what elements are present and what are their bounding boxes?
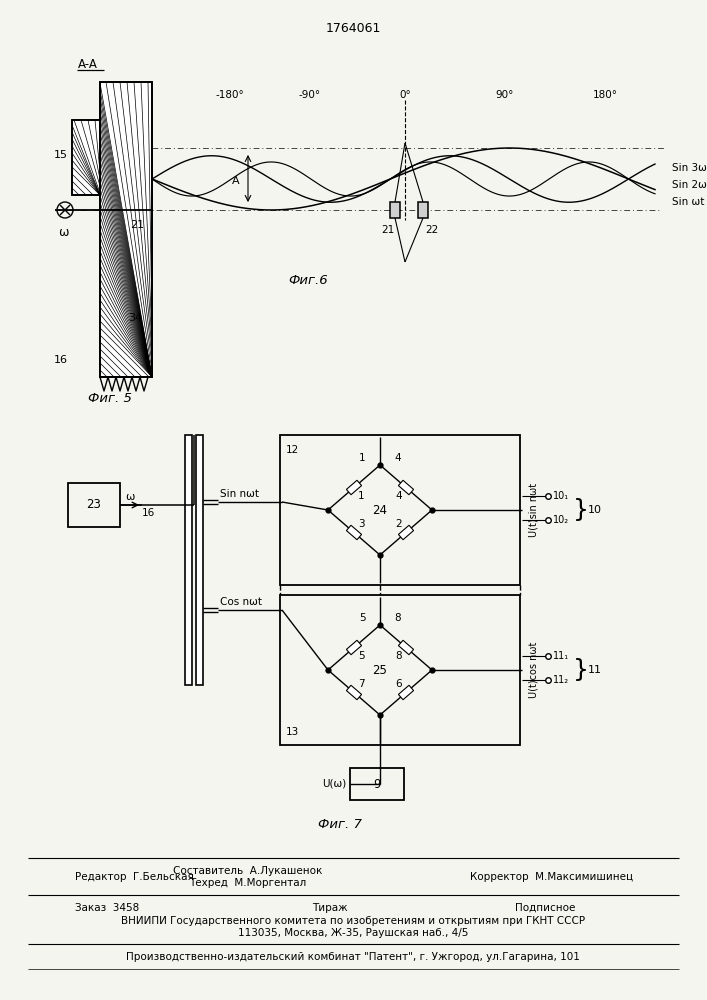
Polygon shape: [346, 480, 361, 495]
Text: 180°: 180°: [592, 90, 617, 100]
Polygon shape: [346, 640, 361, 655]
Text: 2: 2: [395, 519, 402, 529]
Bar: [72, 120, 100, 195]
Text: 34: 34: [128, 313, 142, 323]
Text: 10: 10: [588, 505, 602, 515]
Text: Фиг.6: Фиг.6: [288, 273, 328, 286]
Text: 12: 12: [286, 445, 299, 455]
Text: Sin 2ωt: Sin 2ωt: [672, 180, 707, 190]
Text: 10₂: 10₂: [553, 515, 569, 525]
Text: -90°: -90°: [299, 90, 321, 100]
Text: 11: 11: [588, 665, 602, 675]
Bar: [185, 435, 192, 685]
Bar: [418, 202, 428, 218]
Text: Заказ  3458: Заказ 3458: [75, 903, 139, 913]
Text: Производственно-издательский комбинат "Патент", г. Ужгород, ул.Гагарина, 101: Производственно-издательский комбинат "П…: [126, 952, 580, 962]
Text: ω: ω: [58, 226, 69, 238]
Text: 5: 5: [358, 613, 366, 623]
Text: 16: 16: [54, 355, 68, 365]
Text: A-A: A-A: [78, 58, 98, 72]
Text: 1: 1: [358, 453, 366, 463]
Text: Sin nωt: Sin nωt: [220, 489, 259, 499]
Text: Sin ωt: Sin ωt: [672, 197, 704, 207]
Polygon shape: [399, 640, 414, 655]
Text: 23: 23: [86, 498, 101, 512]
Text: Редактор  Г.Бельская: Редактор Г.Бельская: [75, 872, 194, 882]
Text: ВНИИПИ Государственного комитета по изобретениям и открытиям при ГКНТ СССР: ВНИИПИ Государственного комитета по изоб…: [121, 916, 585, 926]
Text: 0°: 0°: [399, 90, 411, 100]
Text: Техред  М.Моргентал: Техред М.Моргентал: [189, 878, 307, 888]
Bar: [350, 768, 404, 800]
Text: }: }: [573, 658, 589, 682]
Bar: [196, 435, 203, 685]
Text: 8: 8: [395, 651, 402, 661]
Text: A: A: [233, 176, 240, 186]
Text: Фиг. 7: Фиг. 7: [318, 818, 362, 832]
Text: }: }: [573, 498, 589, 522]
Text: 21: 21: [130, 220, 144, 230]
Polygon shape: [399, 480, 414, 495]
Text: -180°: -180°: [216, 90, 245, 100]
Text: Подписное: Подписное: [515, 903, 575, 913]
Text: 1764061: 1764061: [325, 21, 380, 34]
Text: 3: 3: [358, 519, 365, 529]
Text: 13: 13: [286, 727, 299, 737]
Text: 5: 5: [358, 651, 365, 661]
Text: U(ω): U(ω): [322, 779, 346, 789]
Text: 24: 24: [373, 504, 387, 516]
Polygon shape: [346, 685, 361, 700]
Text: 9: 9: [373, 778, 381, 790]
Bar: [100, 82, 152, 377]
Text: 113035, Москва, Ж-35, Раушская наб., 4/5: 113035, Москва, Ж-35, Раушская наб., 4/5: [238, 928, 468, 938]
Text: 16: 16: [141, 508, 155, 518]
Text: 21: 21: [381, 225, 395, 235]
Text: 8: 8: [395, 613, 402, 623]
Bar: [68, 483, 120, 527]
Bar: [280, 435, 520, 585]
Text: 90°: 90°: [496, 90, 514, 100]
Text: 11₂: 11₂: [553, 675, 569, 685]
Polygon shape: [399, 525, 414, 540]
Text: ω: ω: [125, 492, 135, 502]
Bar: [280, 595, 520, 745]
Text: 4: 4: [395, 491, 402, 501]
Text: 4: 4: [395, 453, 402, 463]
Text: 6: 6: [395, 679, 402, 689]
Text: 7: 7: [358, 679, 365, 689]
Text: U(t)sin nωt: U(t)sin nωt: [528, 483, 538, 537]
Text: Cos nωt: Cos nωt: [220, 597, 262, 607]
Text: 22: 22: [426, 225, 438, 235]
Polygon shape: [399, 685, 414, 700]
Text: Sin 3ωt: Sin 3ωt: [672, 163, 707, 173]
Text: 1: 1: [358, 491, 365, 501]
Bar: [100, 82, 152, 377]
Text: U(t)cos nωt: U(t)cos nωt: [528, 642, 538, 698]
Text: Корректор  М.Максимишинец: Корректор М.Максимишинец: [470, 872, 633, 882]
Bar: [390, 202, 400, 218]
Bar: [72, 120, 100, 195]
Text: 15: 15: [54, 150, 68, 160]
Text: Составитель  А.Лукашенок: Составитель А.Лукашенок: [173, 866, 322, 876]
Text: 11₁: 11₁: [553, 651, 569, 661]
Text: Тираж: Тираж: [312, 903, 348, 913]
Polygon shape: [346, 525, 361, 540]
Text: 25: 25: [373, 664, 387, 676]
Text: Фиг. 5: Фиг. 5: [88, 391, 132, 404]
Text: 10₁: 10₁: [553, 491, 569, 501]
